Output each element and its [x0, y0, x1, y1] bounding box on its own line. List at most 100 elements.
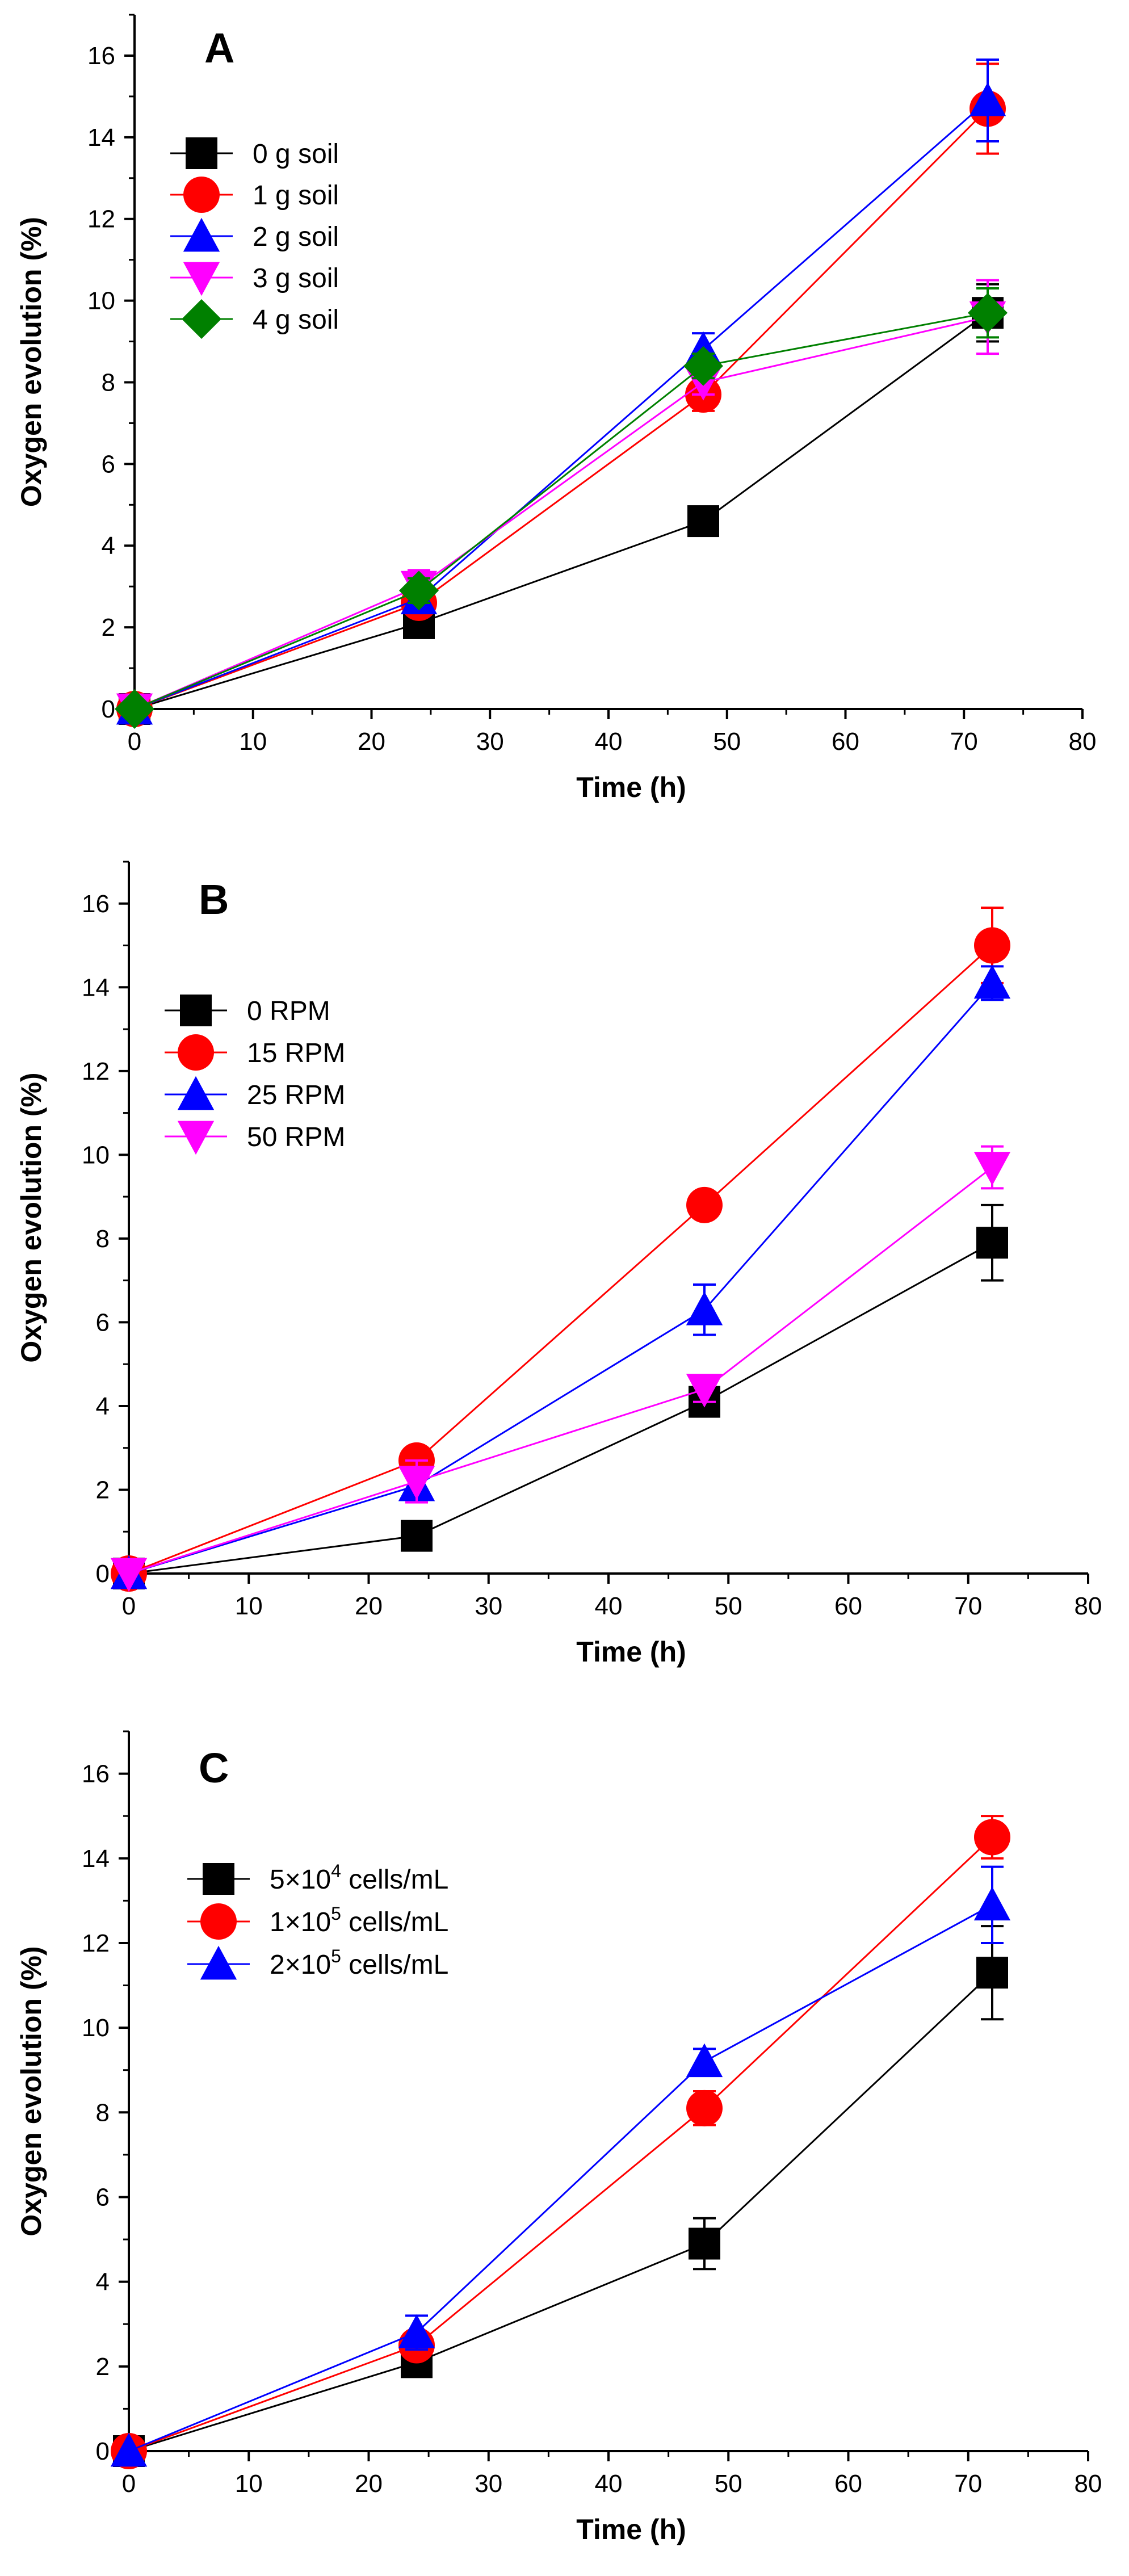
y-tick-label: 12: [82, 1058, 110, 1085]
legend: 0 RPM 15 RPM 25 RPM 50 RPM: [165, 995, 345, 1155]
legend-label-text: 2 g soil: [253, 222, 339, 252]
legend-label: 1 g soil: [253, 181, 339, 211]
legend-marker: [183, 217, 220, 252]
x-tick-label: 30: [476, 728, 504, 756]
x-tick-label: 20: [355, 2470, 383, 2498]
x-axis-title: Time (h): [576, 1636, 686, 1668]
x-tick-label: 70: [950, 728, 978, 756]
x-tick-label: 0: [122, 1592, 136, 1620]
data-point: [976, 1227, 1008, 1259]
y-tick-label: 16: [87, 42, 115, 70]
legend-label-text: 3 g soil: [253, 263, 339, 293]
x-tick-label: 10: [235, 1592, 263, 1620]
legend-label-sup: 5: [331, 1946, 341, 1966]
legend-label-text: 5×10: [270, 1865, 331, 1895]
legend-label-text: 1×10: [270, 1907, 331, 1937]
x-tick-label: 60: [834, 1592, 862, 1620]
series-line: [128, 945, 993, 1575]
y-tick-label: 8: [96, 2099, 110, 2126]
series-3: [110, 1865, 1011, 2467]
panel-c: 0 10 20 30 40 50 60 70 80 0 2 4 6 8 10 12 14 16 Time (h) Ox…: [15, 1730, 1102, 2545]
legend-label: 50 RPM: [247, 1122, 345, 1152]
x-tick-label: 30: [475, 2470, 502, 2498]
y-tick-label: 0: [96, 2437, 110, 2465]
series-line: [134, 312, 988, 710]
legend-label-text: 0 RPM: [247, 996, 330, 1026]
y-tick-label: 2: [102, 614, 115, 641]
y-tick-label: 12: [87, 205, 115, 233]
legend-label-suffix: cells/mL: [341, 1865, 448, 1895]
data-point: [973, 1886, 1011, 1921]
data-point: [976, 1957, 1008, 1989]
series-line: [134, 312, 988, 710]
legend-label-text: 4 g soil: [253, 305, 339, 335]
legend-label-text: 1 g soil: [253, 181, 339, 211]
panel-a: 0 10 20 30 40 50 60 70 80 0 2 4 6 8 10 12 14 16 Time (h) Ox…: [15, 14, 1096, 803]
data-point: [968, 293, 1008, 333]
data-point: [401, 1520, 433, 1552]
y-tick-label: 16: [82, 890, 110, 918]
y-tick-label: 8: [102, 368, 115, 396]
legend-label: 1×105 cells/mL: [270, 1903, 448, 1937]
data-point: [115, 689, 154, 729]
y-axis-title: Oxygen evolution (%): [15, 1072, 47, 1362]
x-axis-title: Time (h): [576, 771, 686, 803]
x-tick-label: 50: [713, 728, 741, 756]
x-tick-label: 50: [715, 1592, 742, 1620]
series-4: [110, 1145, 1011, 1592]
data-point: [686, 1374, 723, 1408]
panel-b: 0 10 20 30 40 50 60 70 80 0 2 4 6 8 10 12 14 16 Time (h) Ox…: [15, 861, 1102, 1668]
data-point: [686, 2043, 723, 2078]
panel-label: A: [204, 24, 234, 72]
panel-label: B: [199, 876, 229, 923]
x-tick-label: 0: [122, 2470, 136, 2498]
x-tick-label: 10: [235, 2470, 263, 2498]
data-point: [974, 1819, 1010, 1856]
x-tick-label: 70: [954, 1592, 982, 1620]
y-tick-label: 4: [96, 1392, 110, 1420]
series-line: [134, 108, 989, 710]
legend: 0 g soil 1 g soil 2 g soil 3 g soil 4 g soil: [170, 137, 339, 339]
y-tick-label: 8: [96, 1225, 110, 1253]
data-point: [398, 2314, 435, 2348]
series-2: [111, 907, 1010, 1592]
x-tick-label: 60: [834, 2470, 862, 2498]
x-tick-label: 40: [595, 1592, 623, 1620]
data-point: [687, 505, 719, 538]
x-tick-label: 60: [832, 728, 859, 756]
data-point: [110, 2432, 148, 2467]
series-3: [116, 58, 1006, 725]
legend-marker: [200, 1945, 237, 1980]
x-tick-label: 50: [715, 2470, 742, 2498]
y-tick-label: 6: [96, 1308, 110, 1336]
series-line: [128, 1904, 993, 2452]
legend-marker: [200, 1903, 237, 1940]
legend-marker: [178, 1034, 214, 1071]
data-point: [398, 1466, 435, 1500]
data-point: [974, 927, 1010, 964]
legend-label-text: 25 RPM: [247, 1080, 345, 1110]
y-tick-label: 10: [87, 287, 115, 315]
series-3: [110, 964, 1011, 1589]
series-line: [134, 316, 988, 710]
data-point: [686, 1291, 723, 1325]
y-tick-label: 6: [96, 2183, 110, 2211]
legend-label-suffix: cells/mL: [341, 1907, 448, 1937]
legend-label-sup: 4: [331, 1861, 341, 1881]
y-tick-label: 0: [96, 1560, 110, 1588]
y-tick-label: 4: [102, 532, 115, 560]
legend-label: 5×104 cells/mL: [270, 1861, 448, 1895]
y-tick-label: 14: [82, 1845, 110, 1873]
x-tick-label: 0: [128, 728, 141, 756]
legend-marker: [183, 262, 220, 296]
x-tick-label: 30: [475, 1592, 502, 1620]
legend-label: 4 g soil: [253, 305, 339, 335]
legend-marker: [180, 995, 212, 1026]
y-tick-label: 14: [87, 124, 115, 152]
legend-marker: [177, 1076, 215, 1110]
y-tick-label: 10: [82, 1141, 110, 1169]
series-2: [116, 62, 1006, 727]
legend-marker: [177, 1121, 215, 1155]
series-line: [128, 1836, 993, 2452]
